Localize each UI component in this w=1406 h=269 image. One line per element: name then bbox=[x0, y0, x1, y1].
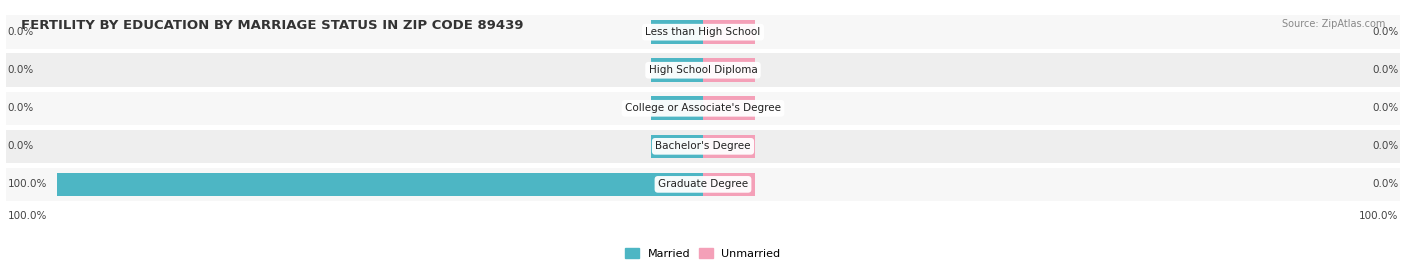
Text: Source: ZipAtlas.com: Source: ZipAtlas.com bbox=[1281, 19, 1385, 29]
Text: High School Diploma: High School Diploma bbox=[648, 65, 758, 75]
Text: 100.0%: 100.0% bbox=[7, 211, 46, 221]
Bar bbox=[6, 54, 1400, 87]
Text: Graduate Degree: Graduate Degree bbox=[658, 179, 748, 189]
Text: FERTILITY BY EDUCATION BY MARRIAGE STATUS IN ZIP CODE 89439: FERTILITY BY EDUCATION BY MARRIAGE STATU… bbox=[21, 19, 523, 32]
Bar bbox=[6, 91, 1400, 125]
Bar bbox=[651, 20, 703, 44]
Text: 0.0%: 0.0% bbox=[7, 141, 34, 151]
Text: 0.0%: 0.0% bbox=[7, 65, 34, 75]
Bar bbox=[651, 58, 703, 82]
Bar bbox=[6, 168, 1400, 201]
Text: 100.0%: 100.0% bbox=[1360, 211, 1399, 221]
Text: Less than High School: Less than High School bbox=[645, 27, 761, 37]
Text: 0.0%: 0.0% bbox=[1372, 103, 1399, 113]
Legend: Married, Unmarried: Married, Unmarried bbox=[621, 243, 785, 263]
Bar bbox=[703, 20, 755, 44]
Bar bbox=[651, 134, 703, 158]
Text: 0.0%: 0.0% bbox=[1372, 141, 1399, 151]
Text: Bachelor's Degree: Bachelor's Degree bbox=[655, 141, 751, 151]
Bar bbox=[58, 173, 703, 196]
Text: 0.0%: 0.0% bbox=[1372, 65, 1399, 75]
Bar bbox=[703, 97, 755, 120]
Bar bbox=[6, 15, 1400, 49]
Bar bbox=[703, 134, 755, 158]
Bar bbox=[6, 130, 1400, 163]
Text: 0.0%: 0.0% bbox=[1372, 27, 1399, 37]
Text: 0.0%: 0.0% bbox=[7, 27, 34, 37]
Bar bbox=[651, 97, 703, 120]
Text: 0.0%: 0.0% bbox=[7, 103, 34, 113]
Text: College or Associate's Degree: College or Associate's Degree bbox=[626, 103, 780, 113]
Text: 100.0%: 100.0% bbox=[7, 179, 46, 189]
Text: 0.0%: 0.0% bbox=[1372, 179, 1399, 189]
Bar bbox=[703, 173, 755, 196]
Bar bbox=[703, 58, 755, 82]
